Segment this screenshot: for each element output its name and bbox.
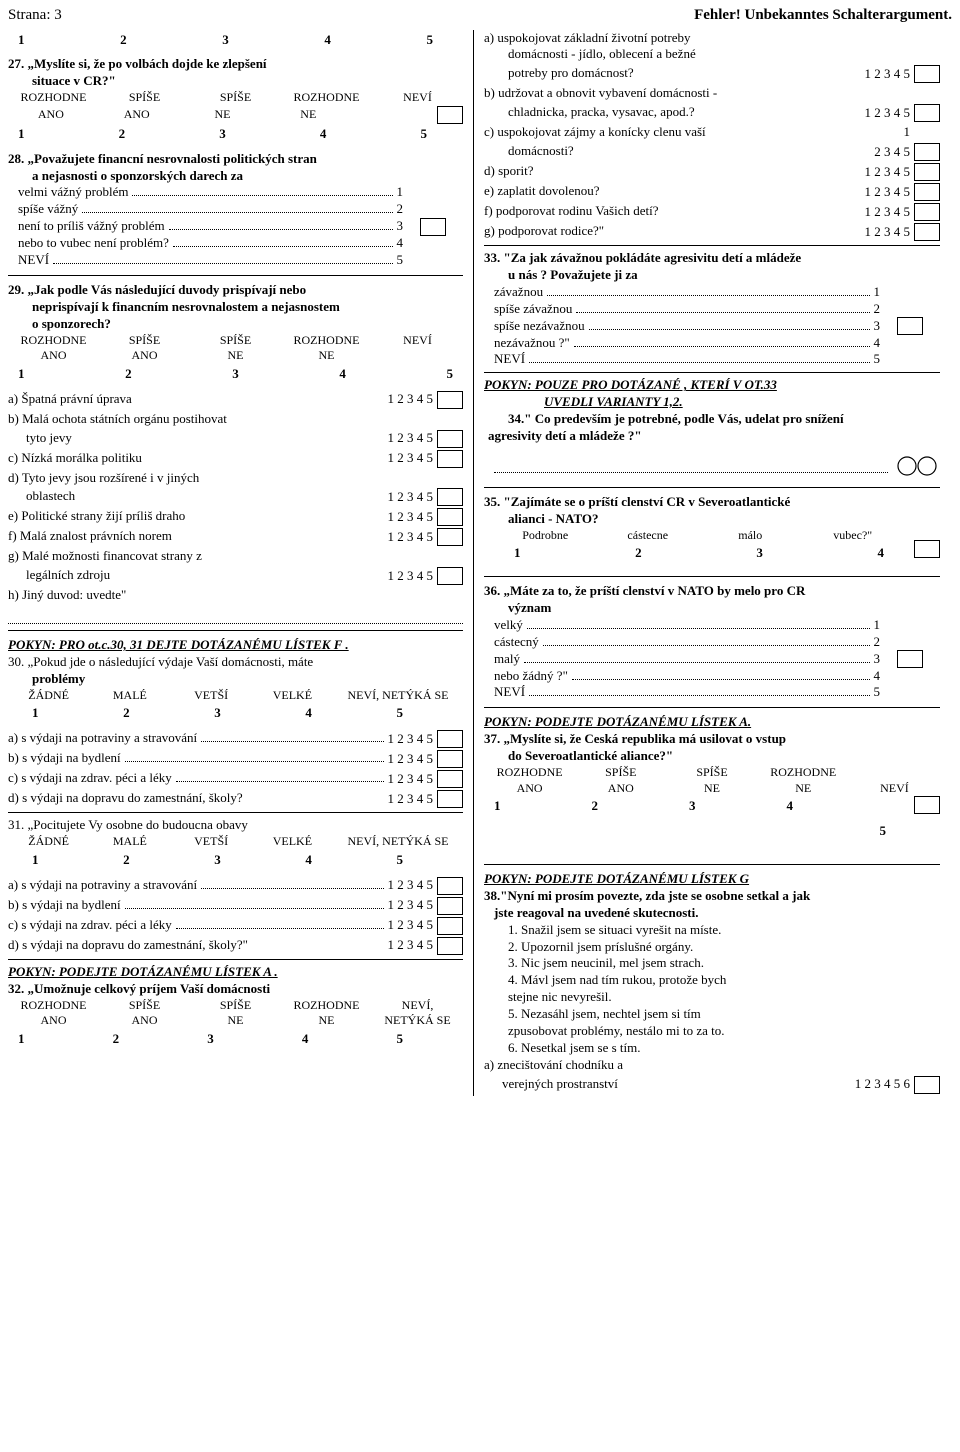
q34-circles[interactable]	[896, 455, 940, 477]
q31a-box[interactable]	[437, 877, 463, 895]
q36-title: 36. „Máte za to, že príští clenství v NA…	[484, 583, 940, 600]
right-column: a) uspokojovat základní životní potreby …	[474, 30, 940, 1096]
q27-box[interactable]	[437, 106, 463, 124]
q37-title: 37. „Myslíte si, že Ceská republika má u…	[484, 731, 940, 748]
q34-title: 34." Co predevším je potrebné, podle Vás…	[484, 411, 940, 428]
q32b-box[interactable]	[914, 104, 940, 122]
q38-title: 38."Nyní mi prosím povezte, zda jste se …	[484, 888, 940, 905]
q32f-box[interactable]	[914, 203, 940, 221]
q30c-box[interactable]	[437, 770, 463, 788]
q35-box[interactable]	[914, 540, 940, 558]
q33-box[interactable]	[897, 317, 923, 335]
q30d-box[interactable]	[437, 790, 463, 808]
pokyn-30: POKYN: PRO ot.c.30, 31 DEJTE DOTÁZANÉMU …	[8, 637, 463, 654]
q32c-box[interactable]	[914, 143, 940, 161]
q29e-box[interactable]	[437, 508, 463, 526]
pokyn-33: POKYN: POUZE PRO DOTÁZANÉ , KTERÍ V OT.3…	[484, 377, 940, 394]
q28-box[interactable]	[420, 218, 446, 236]
q32a-box[interactable]	[914, 65, 940, 83]
pokyn-38: POKYN: PODEJTE DOTÁZANÉMU LÍSTEK G	[484, 871, 940, 888]
q31b-box[interactable]	[437, 897, 463, 915]
q29f-box[interactable]	[437, 528, 463, 546]
q29d-box[interactable]	[437, 488, 463, 506]
pokyn-32: POKYN: PODEJTE DOTÁZANÉMU LÍSTEK A .	[8, 964, 463, 981]
q27-scale-labels: ROZHODNESPÍŠESPÍŠEROZHODNENEVÍ	[8, 90, 463, 106]
q37-box[interactable]	[914, 796, 940, 814]
q31c-box[interactable]	[437, 917, 463, 935]
q30b-box[interactable]	[437, 750, 463, 768]
left-column: 1 2 3 4 5 27. „Myslíte si, že po volbách…	[8, 30, 474, 1096]
page-num: Strana: 3	[8, 6, 62, 26]
q28-title2: a nejasnosti o sponzorských darech za	[8, 168, 463, 185]
q30a-box[interactable]	[437, 730, 463, 748]
q32d-box[interactable]	[914, 163, 940, 181]
q32g-box[interactable]	[914, 223, 940, 241]
scale-row: 1 2 3 4 5	[8, 32, 463, 49]
header-error: Fehler! Unbekanntes Schalterargument.	[694, 6, 952, 26]
q32e-box[interactable]	[914, 183, 940, 201]
q31-title: 31. „Pocitujete Vy osobne do budoucna ob…	[8, 817, 463, 834]
pokyn-37: POKYN: PODEJTE DOTÁZANÉMU LÍSTEK A.	[484, 714, 940, 731]
q29b-box[interactable]	[437, 430, 463, 448]
q27-title2: situace v CR?"	[8, 73, 463, 90]
q29-fill[interactable]	[8, 610, 463, 624]
q38a-box[interactable]	[914, 1076, 940, 1094]
q31d-box[interactable]	[437, 937, 463, 955]
q35-title: 35. "Zajímáte se o príští clenství CR v …	[484, 494, 940, 511]
q29a-box[interactable]	[437, 391, 463, 409]
q29g-box[interactable]	[437, 567, 463, 585]
q33-title: 33. "Za jak závažnou pokládáte agresivit…	[484, 250, 940, 267]
q27-title: 27. „Myslíte si, že po volbách dojde ke …	[8, 56, 463, 73]
q32-title: 32. „Umožnuje celkový príjem Vaší domácn…	[8, 981, 463, 998]
q29-title2: neprispívají k financním nesrovnalostem …	[8, 299, 463, 316]
q36-box[interactable]	[897, 650, 923, 668]
q34-fill[interactable]	[494, 459, 888, 473]
q30-title: 30. „Pokud jde o následující výdaje Vaší…	[8, 654, 463, 671]
q28-title: 28. „Považujete financní nesrovnalosti p…	[8, 151, 463, 168]
q29-title3: o sponzorech?	[8, 316, 463, 333]
q29-title: 29. „Jak podle Vás následující duvody pr…	[8, 282, 463, 299]
q29c-box[interactable]	[437, 450, 463, 468]
